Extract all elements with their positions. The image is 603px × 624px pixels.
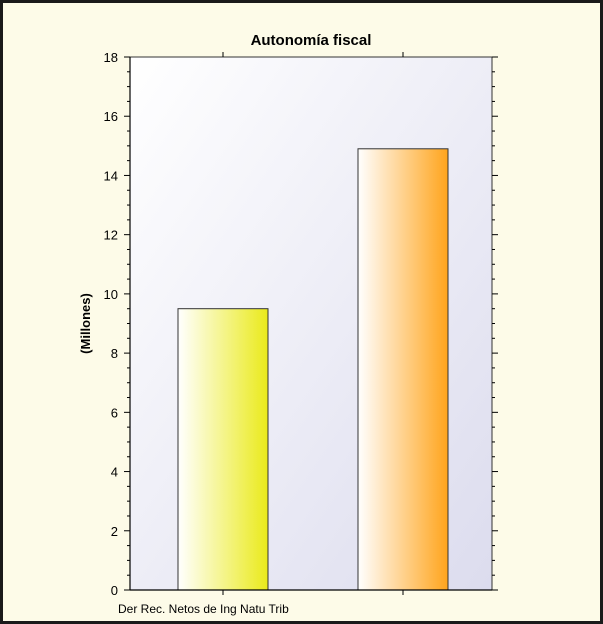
y-tick-label: 0 [111, 583, 118, 598]
y-tick-label: 10 [104, 287, 118, 302]
y-axis-ticks: 0 2 4 6 8 10 12 14 16 18 [104, 50, 498, 598]
y-tick-label: 18 [104, 50, 118, 65]
category-label: Der Rec. Netos de Ing Natu Trib [118, 602, 289, 616]
chart-title: Autonomía fiscal [251, 32, 372, 49]
y-tick-label: 12 [104, 228, 118, 243]
y-tick-label: 4 [111, 465, 118, 480]
y-tick-label: 2 [111, 524, 118, 539]
bar-2 [357, 148, 449, 591]
y-tick-label: 8 [111, 346, 118, 361]
y-tick-label: 16 [104, 109, 118, 124]
bar-chart: 0 2 4 6 8 10 12 14 16 18 Autonomía fiscal (Millon… [78, 32, 498, 616]
y-axis-label: (Millones) [78, 293, 93, 354]
bar-1 [177, 308, 269, 591]
y-tick-label: 6 [111, 405, 118, 420]
y-tick-label: 14 [104, 168, 118, 183]
bars [177, 52, 449, 595]
